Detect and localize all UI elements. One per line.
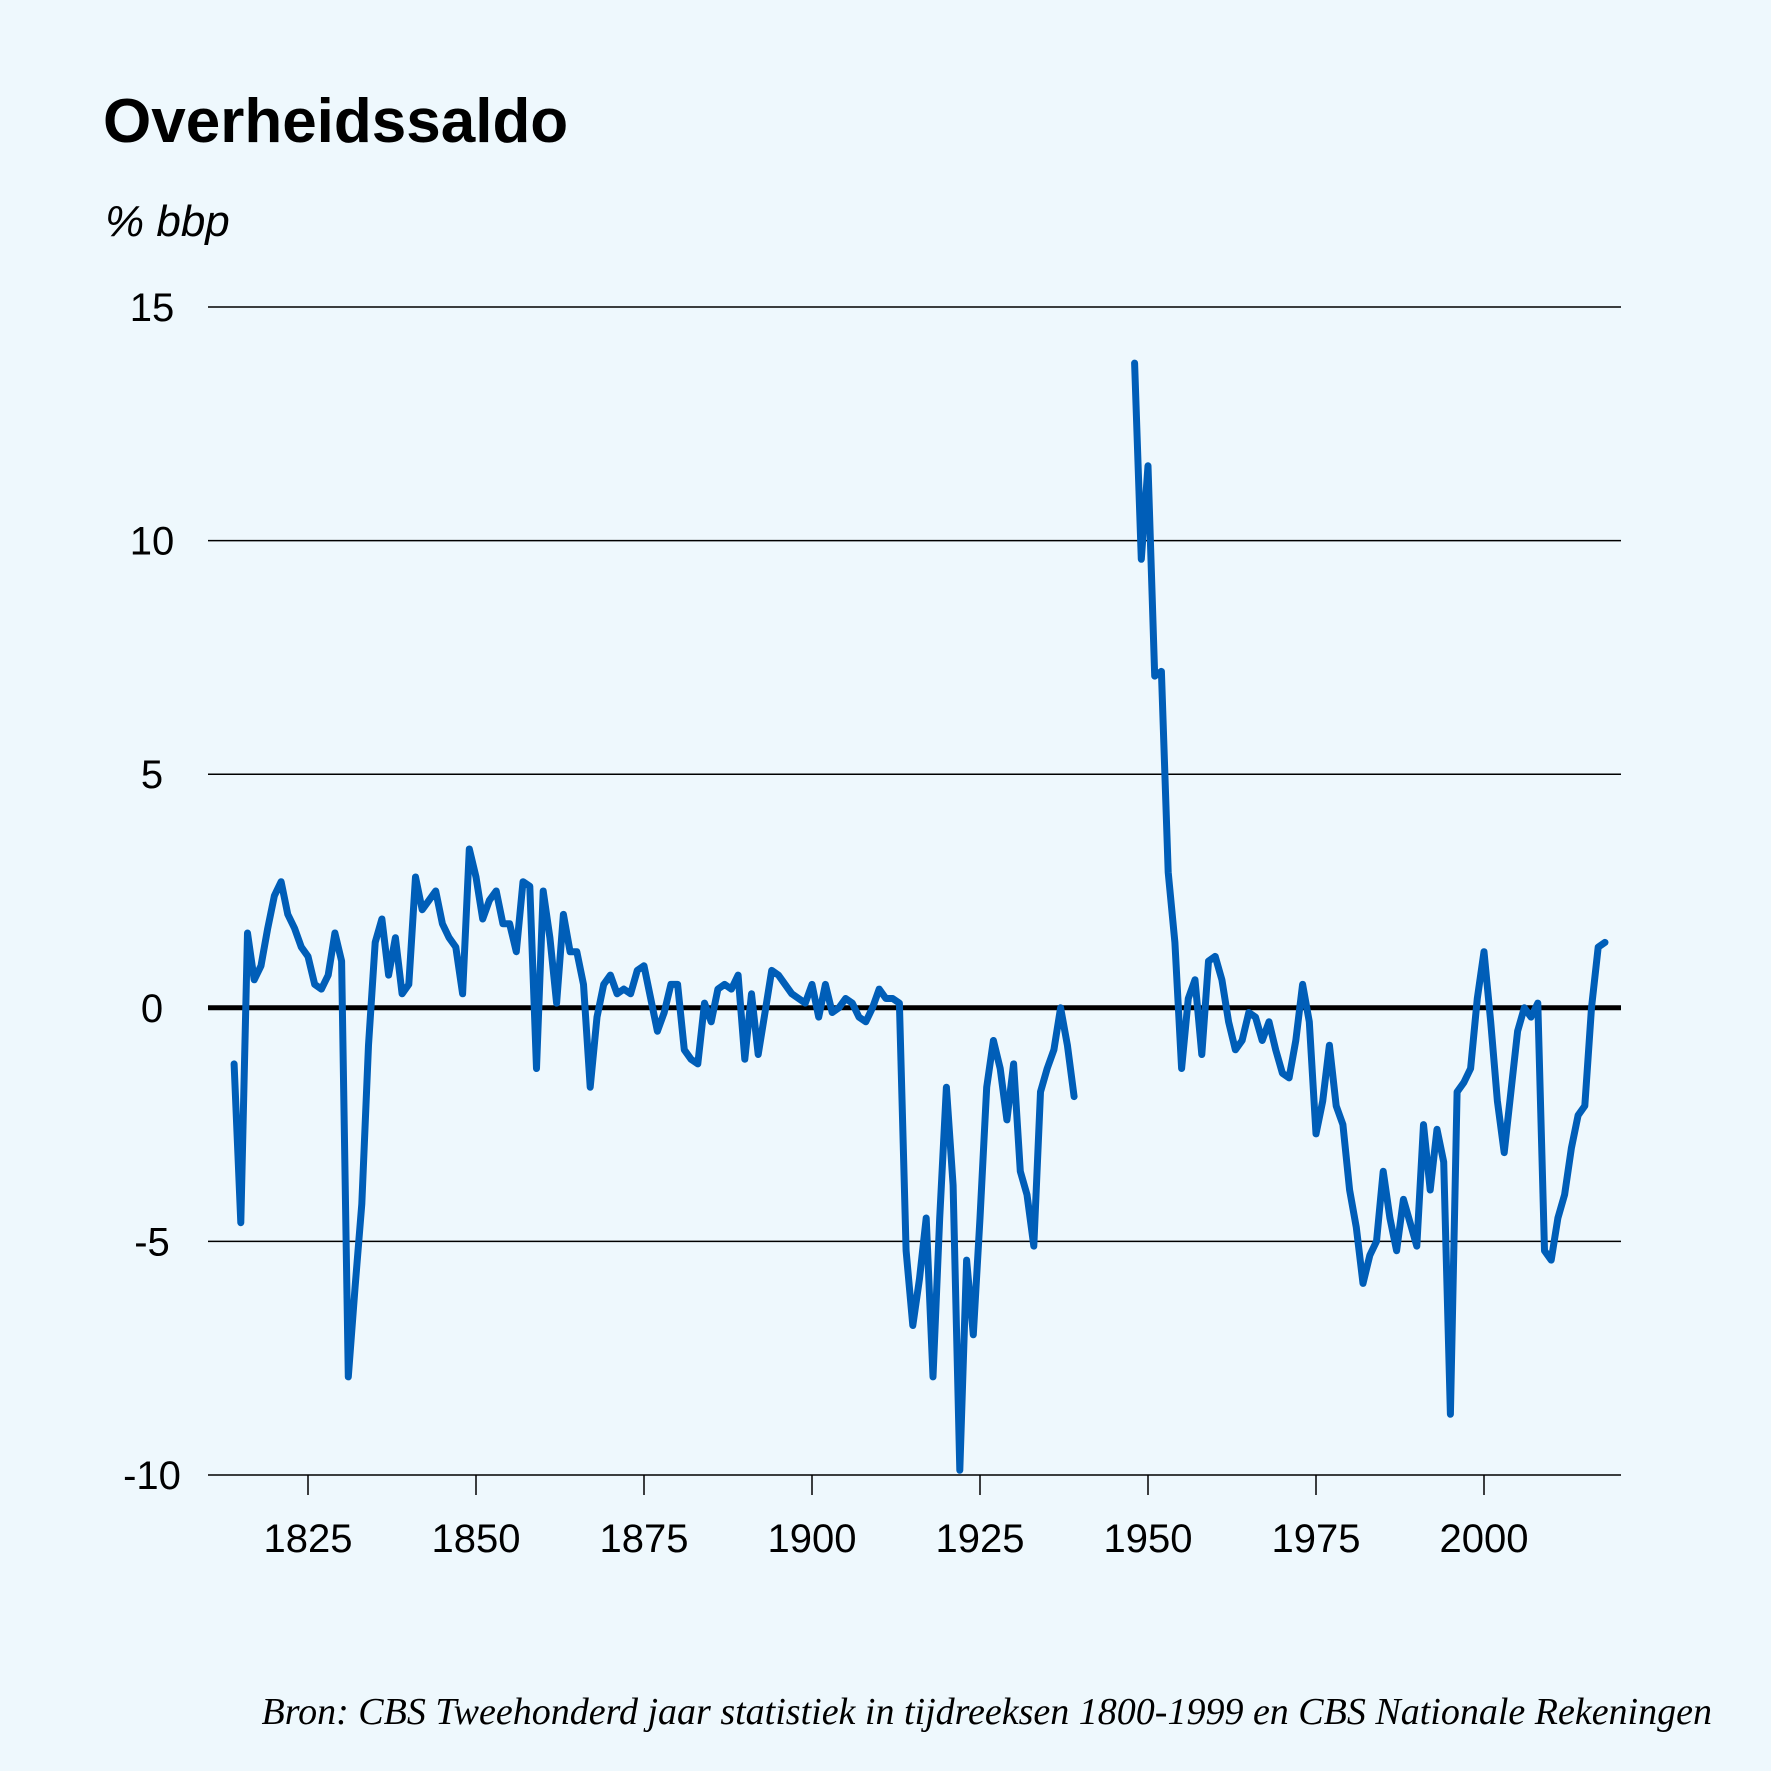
y-axis-label: % bbp (105, 197, 230, 246)
y-tick-labels: 15 10 5 0 -5 -10 (123, 286, 181, 1498)
y-tick-label: 10 (130, 520, 175, 564)
chart-title: Overheidssaldo (103, 87, 568, 156)
y-tick-label: 5 (141, 753, 163, 797)
grid-layer (208, 306, 1621, 1495)
x-tick-label: 1975 (1272, 1517, 1361, 1561)
x-tick-label: 1900 (768, 1517, 857, 1561)
y-tick-label: -10 (123, 1454, 181, 1498)
x-tick-label: 1875 (600, 1517, 689, 1561)
source-note: Bron: CBS Tweehonderd jaar statistiek in… (262, 1691, 1712, 1733)
x-tick-label: 2000 (1440, 1517, 1529, 1561)
y-tick-label: -5 (134, 1220, 170, 1264)
y-tick-label: 0 (141, 987, 163, 1031)
y-tick-label: 15 (130, 286, 175, 330)
x-tick-label: 1950 (1104, 1517, 1193, 1561)
series-line-segment-1 (230, 845, 1078, 1474)
series-line-segment-2 (1131, 359, 1609, 1418)
series-layer (230, 359, 1609, 1474)
x-tick-label: 1825 (264, 1517, 353, 1561)
x-tick-labels: 1825 1850 1875 1900 1925 1950 1975 2000 (264, 1517, 1529, 1561)
x-tick-label: 1850 (432, 1517, 521, 1561)
x-tick-label: 1925 (936, 1517, 1025, 1561)
